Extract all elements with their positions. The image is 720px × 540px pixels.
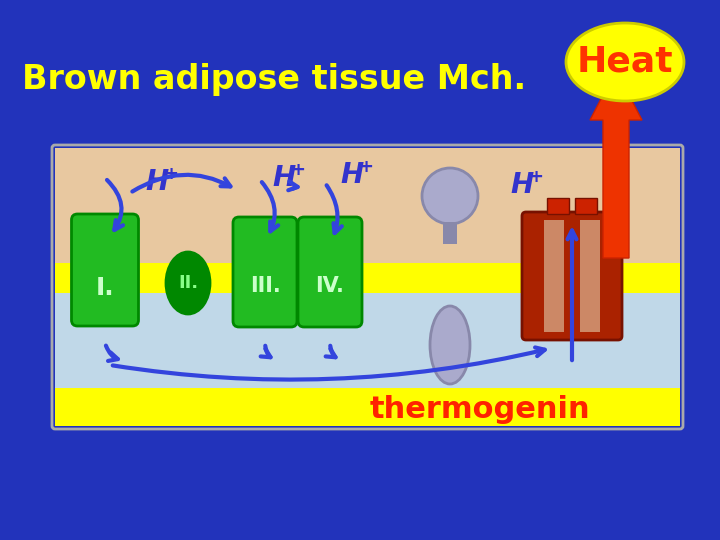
- FancyArrow shape: [590, 70, 642, 258]
- Bar: [55, 388, 680, 426]
- Text: +: +: [528, 168, 543, 186]
- Bar: [55, 263, 680, 293]
- Bar: [575, 198, 597, 214]
- Text: II.: II.: [178, 274, 198, 292]
- Text: +: +: [163, 165, 178, 183]
- Text: H: H: [510, 171, 534, 199]
- Text: Heat: Heat: [577, 45, 673, 79]
- Bar: [443, 222, 457, 244]
- Text: thermogenin: thermogenin: [369, 395, 590, 423]
- Text: I.: I.: [96, 276, 114, 300]
- Text: Brown adipose tissue Mch.: Brown adipose tissue Mch.: [22, 64, 526, 97]
- Text: III.: III.: [250, 276, 280, 296]
- FancyBboxPatch shape: [298, 217, 362, 327]
- Bar: [544, 220, 564, 332]
- Circle shape: [422, 168, 478, 224]
- Bar: [55, 293, 680, 388]
- Text: H: H: [145, 168, 168, 196]
- FancyBboxPatch shape: [233, 217, 297, 327]
- Bar: [580, 220, 600, 332]
- Bar: [547, 198, 569, 214]
- Ellipse shape: [566, 23, 684, 101]
- Text: H: H: [272, 164, 295, 192]
- Text: +: +: [290, 161, 305, 179]
- Text: IV.: IV.: [315, 276, 344, 296]
- FancyBboxPatch shape: [522, 212, 622, 340]
- FancyBboxPatch shape: [71, 214, 138, 326]
- Ellipse shape: [166, 252, 210, 314]
- Ellipse shape: [430, 306, 470, 384]
- Text: H: H: [340, 161, 364, 189]
- Bar: [55, 148, 680, 263]
- Text: +: +: [358, 158, 373, 176]
